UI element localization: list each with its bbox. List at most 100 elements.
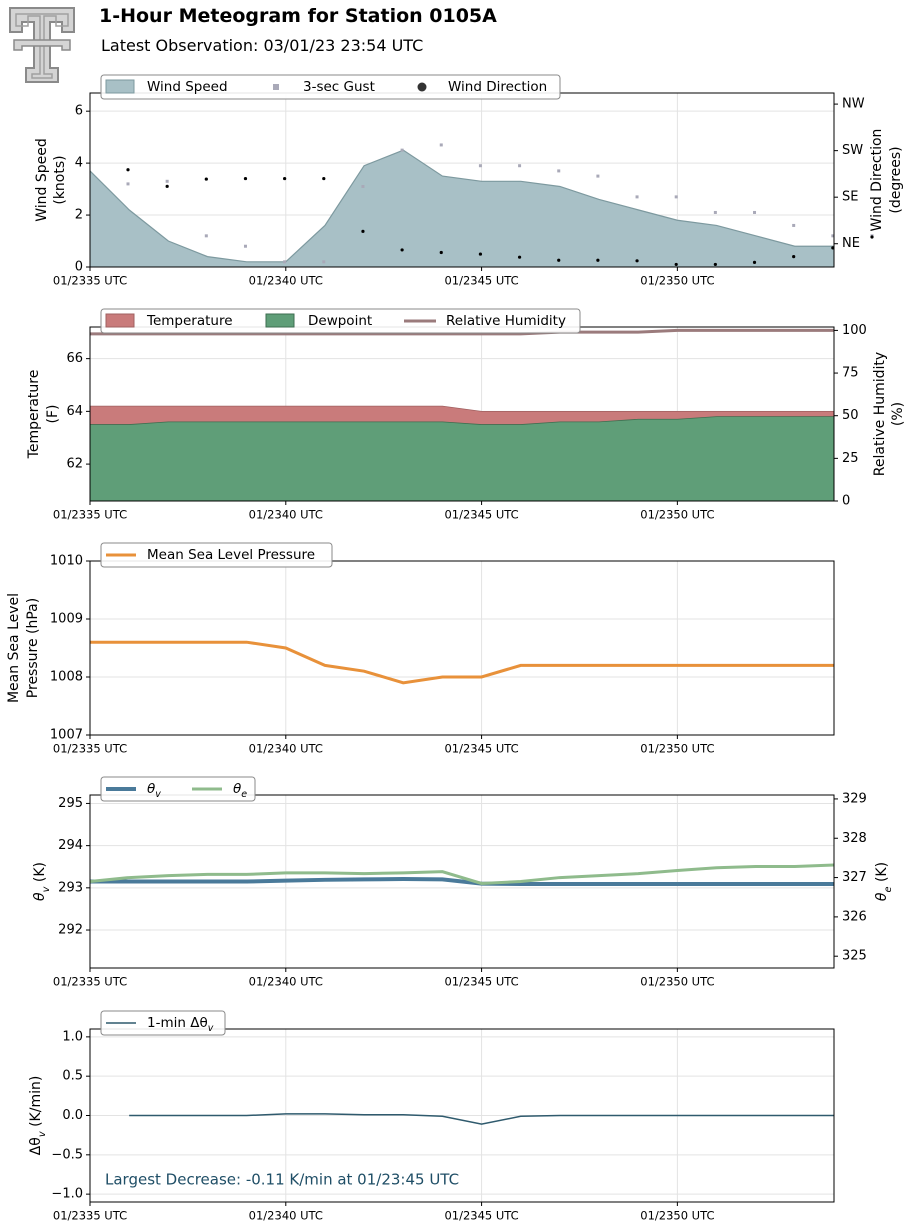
gust-point bbox=[596, 174, 600, 178]
legend-label: θv bbox=[147, 781, 161, 800]
y-tick-label: 6 bbox=[75, 104, 83, 119]
y2-tick-label: 326 bbox=[842, 909, 867, 924]
x-tick-label: 01/2340 UTC bbox=[249, 975, 323, 989]
gust-point bbox=[713, 210, 717, 214]
legend-box bbox=[100, 1010, 226, 1036]
legend-box bbox=[100, 542, 333, 568]
y-axis-label: (knots) bbox=[52, 155, 68, 204]
y2-tick-label: 75 bbox=[842, 366, 859, 381]
gust-point bbox=[126, 182, 130, 186]
y-tick-label: 4 bbox=[75, 156, 83, 171]
legend-swatch-wind-speed bbox=[105, 79, 135, 94]
gust-point bbox=[283, 260, 287, 264]
x-tick-label: 01/2345 UTC bbox=[444, 274, 518, 288]
latest-observation: Latest Observation: 03/01/23 23:54 UTC bbox=[101, 36, 424, 55]
y-axis-label: Δθv (K/min) bbox=[28, 1076, 48, 1156]
relative-humidity-line bbox=[90, 328, 834, 336]
y2-tick-label: 50 bbox=[842, 408, 859, 423]
y-tick-label: 0 bbox=[75, 260, 83, 275]
x-tick-label: 01/2335 UTC bbox=[53, 742, 127, 756]
x-tick-label: 01/2345 UTC bbox=[444, 508, 518, 522]
x-tick-label: 01/2345 UTC bbox=[444, 742, 518, 756]
gust-point bbox=[518, 164, 522, 168]
legend-swatch-gust bbox=[273, 84, 279, 90]
x-tick-label: 01/2350 UTC bbox=[640, 274, 714, 288]
x-tick-label: 01/2335 UTC bbox=[53, 1209, 127, 1223]
y-axis-label: Wind Speed bbox=[34, 138, 50, 222]
wind-direction-point bbox=[439, 250, 443, 255]
y2-tick-label: 0 bbox=[842, 494, 850, 509]
plot-frame bbox=[89, 560, 835, 736]
gust-point bbox=[361, 184, 365, 188]
x-tick-label: 01/2345 UTC bbox=[444, 1209, 518, 1223]
legend-label: 3-sec Gust bbox=[303, 79, 375, 95]
gust-point bbox=[674, 195, 678, 199]
y2-axis-label: θe (K) bbox=[874, 862, 894, 901]
x-tick-label: 01/2350 UTC bbox=[640, 742, 714, 756]
theta-e-line bbox=[89, 863, 835, 885]
y-tick-label: 292 bbox=[58, 923, 83, 938]
y2-axis-label: (degrees) bbox=[888, 146, 904, 213]
x-tick-label: 01/2335 UTC bbox=[53, 274, 127, 288]
y-tick-label: 62 bbox=[66, 457, 83, 472]
x-tick-label: 01/2340 UTC bbox=[249, 508, 323, 522]
x-tick-label: 01/2340 UTC bbox=[249, 742, 323, 756]
gust-point bbox=[792, 223, 796, 227]
y2-tick-label: SW bbox=[842, 143, 863, 158]
y-axis-label: Pressure (hPa) bbox=[25, 598, 41, 698]
legend-label: Temperature bbox=[146, 313, 233, 329]
gust-point bbox=[204, 234, 208, 238]
x-tick-label: 01/2350 UTC bbox=[640, 1209, 714, 1223]
wind-direction-point bbox=[165, 184, 169, 188]
pressure-line bbox=[90, 640, 834, 685]
legend-label: 1-min Δθv bbox=[147, 1015, 214, 1034]
theta-v-line bbox=[90, 876, 834, 887]
y-tick-label: 66 bbox=[66, 351, 83, 366]
legend-label: Dewpoint bbox=[308, 313, 372, 329]
gust-point bbox=[400, 148, 404, 152]
wind-direction-point bbox=[361, 229, 365, 233]
gust-point bbox=[635, 195, 639, 199]
y-tick-label: 293 bbox=[58, 880, 83, 895]
wind-direction-point bbox=[478, 252, 483, 256]
wind-direction-point bbox=[400, 248, 404, 252]
wind-direction-point bbox=[204, 177, 208, 181]
legend-label: Relative Humidity bbox=[446, 313, 566, 329]
y-tick-label: 64 bbox=[66, 404, 83, 419]
wind-direction-point bbox=[557, 258, 561, 262]
y2-axis-label: Relative Humidity bbox=[872, 352, 888, 476]
wind-direction-point bbox=[752, 260, 757, 264]
wind-direction-point bbox=[635, 259, 639, 263]
y2-tick-label: 329 bbox=[842, 791, 867, 806]
legend-label: Wind Speed bbox=[147, 79, 228, 95]
wind-speed-line bbox=[89, 149, 834, 263]
y-axis-label: (F) bbox=[45, 405, 61, 424]
wind-direction-point bbox=[322, 176, 326, 181]
texas-tech-logo bbox=[9, 7, 75, 83]
y2-tick-label: 328 bbox=[842, 831, 867, 846]
legend-swatch-temperature bbox=[105, 313, 135, 328]
largest-decrease-annotation: Largest Decrease: -0.11 K/min at 01/23:4… bbox=[105, 1171, 459, 1189]
wind-direction-point bbox=[596, 258, 600, 262]
y2-tick-label: NW bbox=[842, 97, 865, 112]
x-tick-label: 01/2335 UTC bbox=[53, 508, 127, 522]
legend-swatch-direction bbox=[417, 82, 427, 92]
legend-box bbox=[100, 308, 581, 334]
y2-axis-label: Wind Direction bbox=[869, 129, 885, 232]
y2-tick-label: NE bbox=[842, 236, 860, 251]
gust-point bbox=[831, 234, 835, 238]
gust-point bbox=[243, 244, 247, 248]
y2-tick-label: 327 bbox=[842, 870, 867, 885]
x-tick-label: 01/2340 UTC bbox=[249, 274, 323, 288]
y2-tick-label: 325 bbox=[842, 949, 867, 964]
y-tick-label: 0.5 bbox=[62, 1069, 83, 1084]
wind-direction-point bbox=[870, 235, 874, 239]
y-tick-label: 1007 bbox=[50, 728, 83, 743]
wind-direction-point bbox=[713, 262, 717, 267]
plot-frame bbox=[89, 1028, 835, 1203]
wind-speed-area bbox=[90, 150, 834, 267]
y-axis-label: θv (K) bbox=[32, 862, 52, 901]
y-axis-label: Mean Sea Level bbox=[6, 593, 22, 703]
y-tick-label: 1008 bbox=[50, 670, 83, 685]
